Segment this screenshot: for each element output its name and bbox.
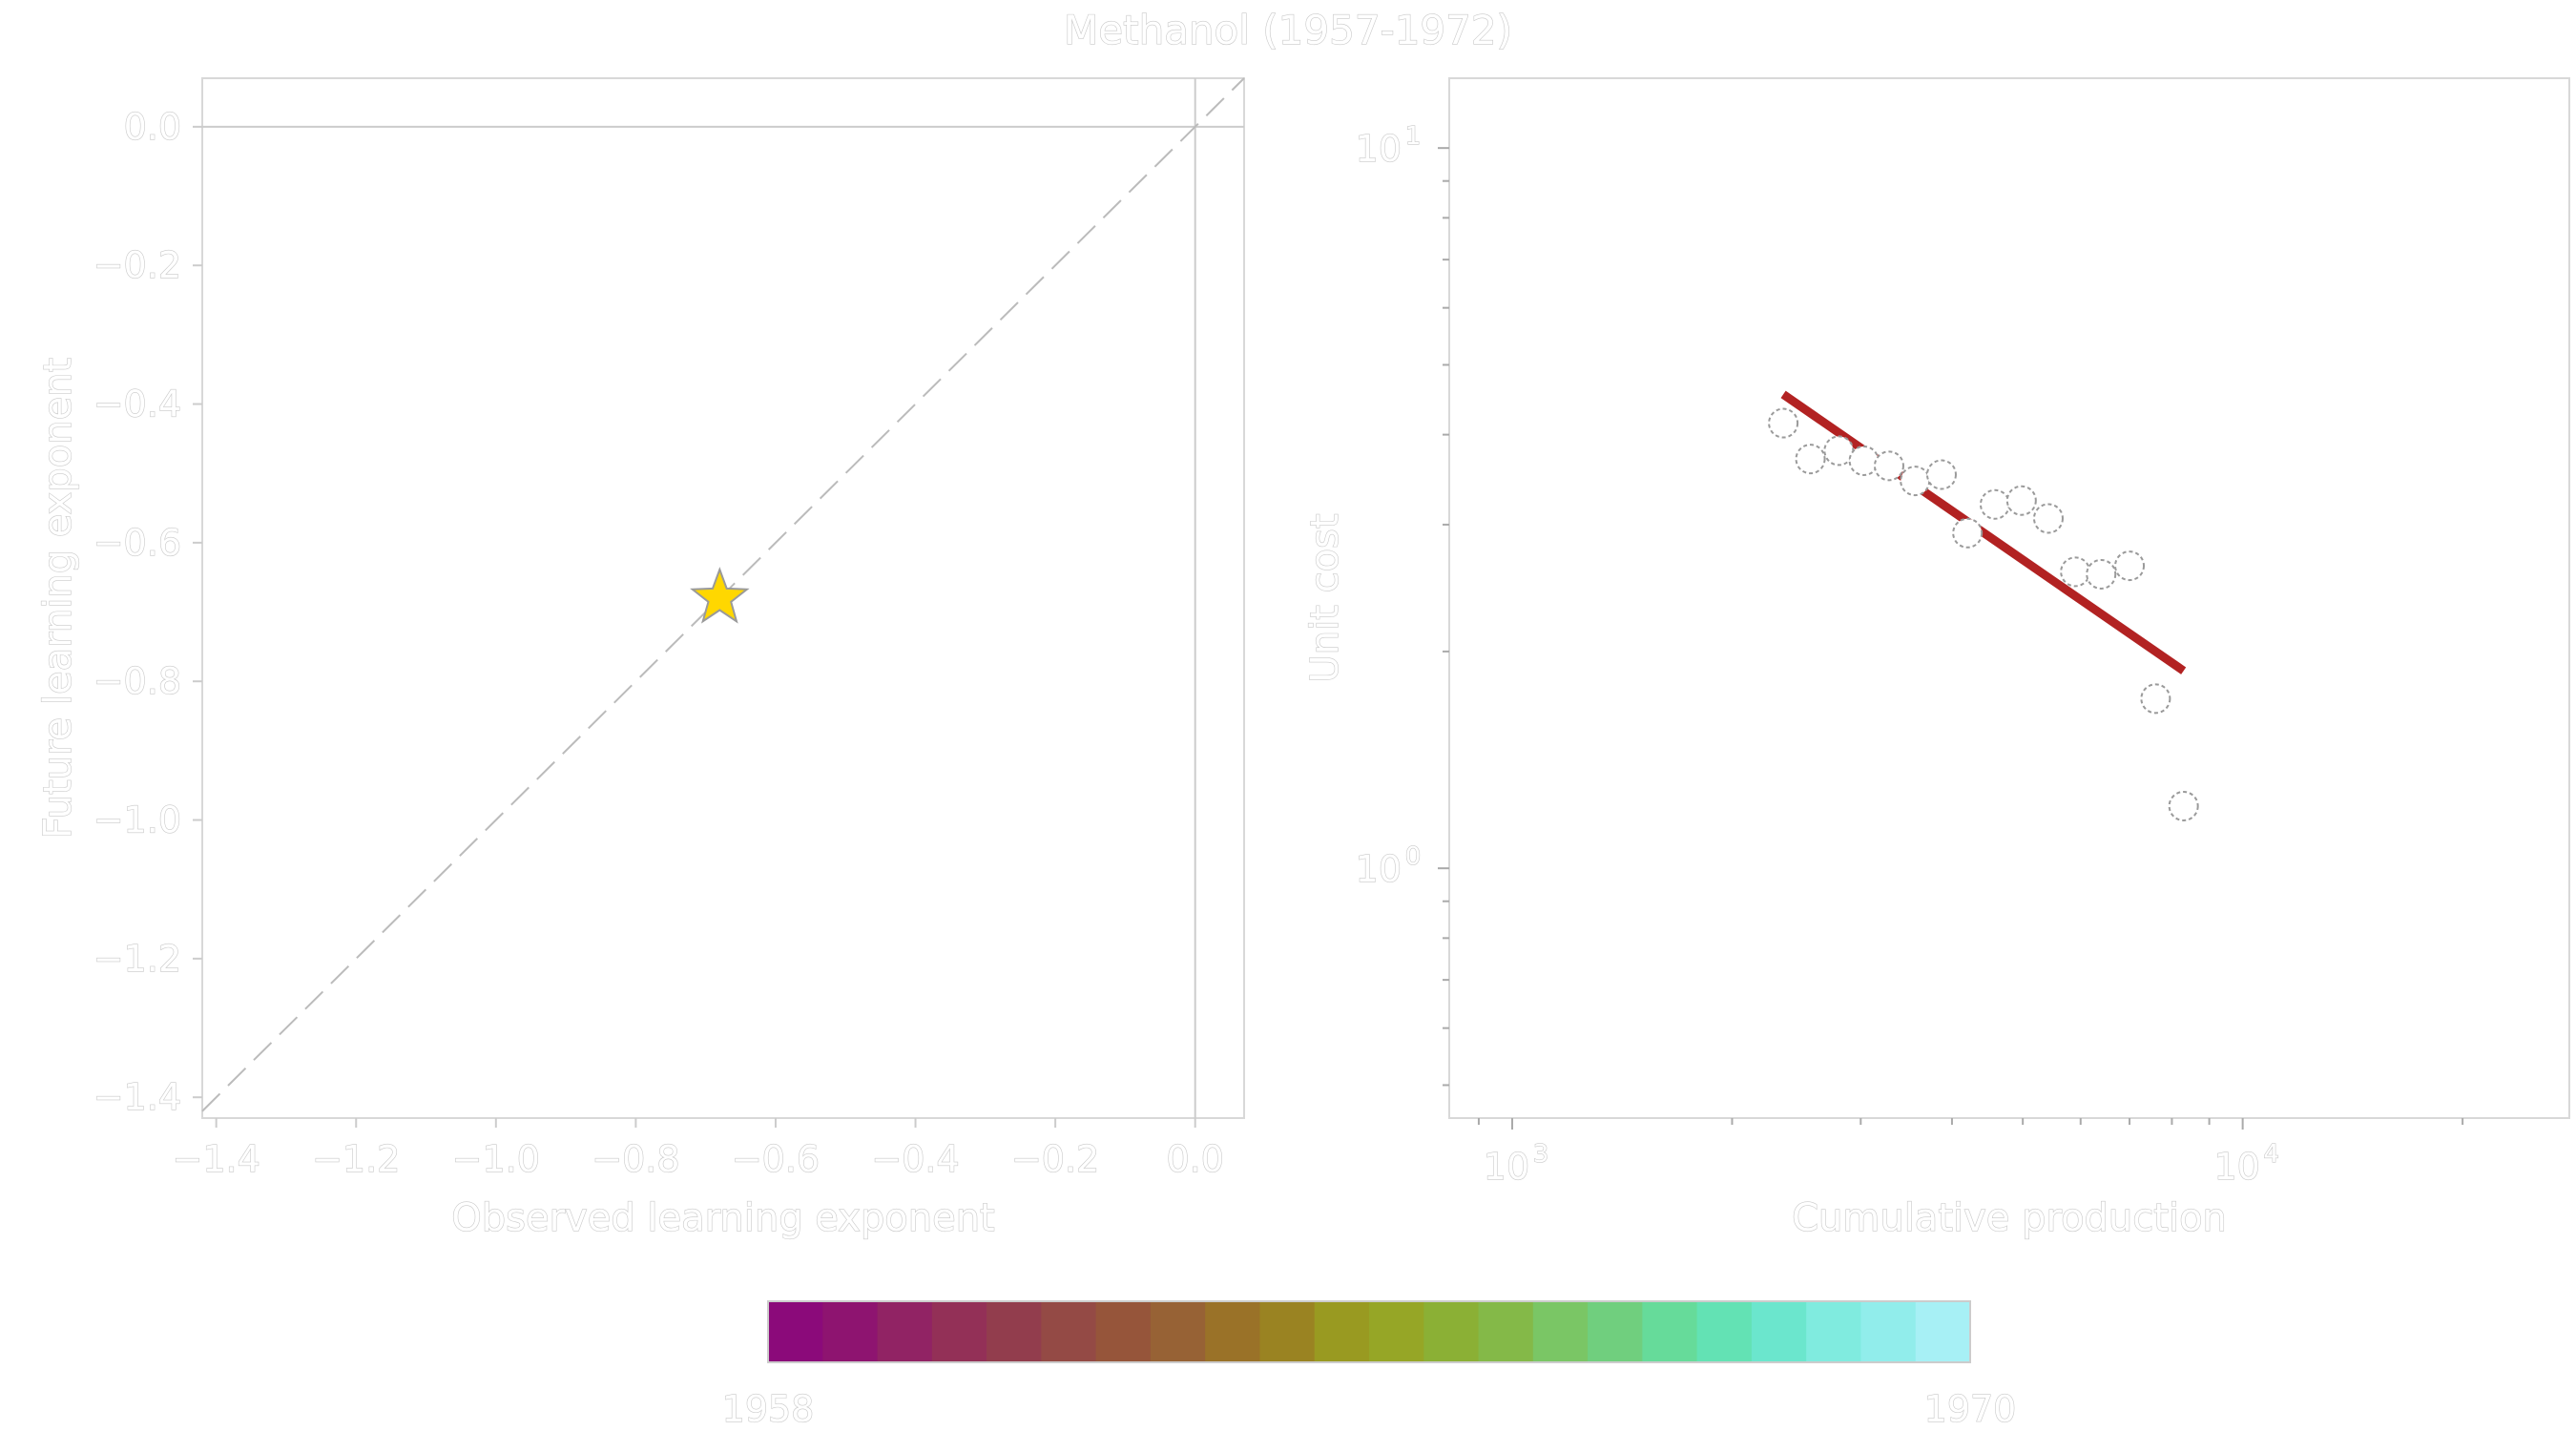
left-points (690, 567, 750, 624)
colorbar-cell (1642, 1301, 1698, 1362)
left-panel-learning-exponent: −1.4 −1.2 −1.0 −0.8 −0.6 −0.4 −0.2 0.0 0.0−0.2−… (35, 77, 1245, 1241)
left-y-tick-label: −1.4 (93, 1076, 181, 1118)
data-point (2140, 683, 2171, 715)
colorbar-min-label: 1958 (722, 1388, 815, 1430)
right-x-tick-label: 10 (2213, 1146, 2259, 1188)
colorbar-cell (1423, 1301, 1480, 1362)
colorbar-cell (1205, 1301, 1261, 1362)
data-point (2005, 485, 2037, 516)
colorbar-cell (1095, 1301, 1152, 1362)
right-fit-line (1780, 390, 2187, 674)
data-point (2060, 556, 2091, 588)
data-point (2086, 558, 2117, 590)
right-y-tick-exponent: 0 (1405, 842, 1422, 871)
colorbar-cell (1588, 1301, 1644, 1362)
colorbar-cells (768, 1301, 1971, 1362)
right-plot-frame (1448, 77, 2570, 1119)
right-y-axis-label: Unit cost (1303, 513, 1347, 682)
left-x-axis-label: Observed learning exponent (451, 1196, 995, 1240)
colorbar-cell (987, 1301, 1043, 1362)
left-y-axis-label: Future learning exponent (36, 358, 80, 839)
colorbar-max-label: 1970 (1924, 1388, 2017, 1430)
left-y-tick-label: −1.0 (93, 799, 181, 841)
left-x-tick-label: −1.2 (312, 1138, 400, 1180)
data-point (1952, 517, 1984, 549)
right-x-tick-exponent: 4 (2263, 1140, 2279, 1169)
colorbar-cell (877, 1301, 933, 1362)
colorbar-cell (1478, 1301, 1534, 1362)
left-x-tick-label: −1.0 (452, 1138, 540, 1180)
data-point (1900, 466, 1931, 497)
colorbar-cell (1259, 1301, 1316, 1362)
colorbar-cell (1532, 1301, 1589, 1362)
left-x-tick-label: −0.2 (1011, 1138, 1099, 1180)
colorbar-cell (1369, 1301, 1425, 1362)
right-x-ticks: 10 3 10 4 (1477, 1118, 2464, 1189)
right-x-tick-label: 10 (1484, 1146, 1529, 1188)
left-y-tick-label: −0.4 (93, 384, 181, 425)
left-y-tick-label: −0.2 (93, 244, 181, 286)
data-point (2168, 790, 2199, 821)
left-x-ticks: −1.4 −1.2 −1.0 −0.8 −0.6 −0.4 −0.2 0.0 (172, 1118, 1225, 1181)
right-y-tick-label: 10 (1356, 848, 1402, 890)
data-point (1823, 435, 1855, 467)
colorbar-cell (1751, 1301, 1808, 1362)
colorbar-cell (1806, 1301, 1862, 1362)
colorbar-cell (1314, 1301, 1370, 1362)
colorbar-cell (1696, 1301, 1753, 1362)
left-y-tick-label: −0.8 (93, 660, 181, 702)
right-y-tick-exponent: 1 (1405, 122, 1422, 151)
colorbar-frame (767, 1300, 1971, 1363)
right-x-axis-label: Cumulative production (1792, 1196, 2227, 1240)
left-x-tick-label: −1.4 (173, 1138, 260, 1180)
left-y-tick-label: −1.2 (93, 938, 181, 980)
left-plot-frame (201, 77, 1245, 1119)
data-point (1848, 445, 1880, 476)
colorbar-cell (1860, 1301, 1917, 1362)
colorbar: 1958 1970 (721, 1300, 2017, 1431)
data-point (1925, 459, 1957, 490)
star-marker (690, 567, 750, 624)
data-point (2114, 550, 2146, 582)
left-y-ticks: 0.0 −0.2 −0.4 −0.6 −0.8 −1.0 −1.2 −1.4 (93, 105, 202, 1119)
left-y-tick-label: 0.0 (124, 106, 181, 148)
left-y-tick-label: −0.6 (93, 522, 181, 564)
colorbar-cell (768, 1301, 824, 1362)
fit-line (1780, 390, 2187, 674)
left-x-tick-label: 0.0 (1166, 1138, 1223, 1180)
right-y-tick-label: 10 (1356, 128, 1402, 170)
left-x-tick-label: −0.8 (592, 1138, 679, 1180)
figure-title: Methanol (1957-1972) (1064, 7, 1512, 53)
colorbar-cell (1915, 1301, 1971, 1362)
colorbar-cell (931, 1301, 988, 1362)
right-points (1768, 407, 2199, 821)
data-point (2032, 503, 2064, 534)
colorbar-cell (1150, 1301, 1207, 1362)
data-point (1979, 488, 2010, 520)
left-x-tick-label: −0.6 (732, 1138, 820, 1180)
right-x-tick-exponent: 3 (1533, 1140, 1549, 1169)
colorbar-cell (822, 1301, 879, 1362)
data-point (1873, 450, 1904, 482)
data-point (1768, 407, 1799, 439)
colorbar-cell (1041, 1301, 1097, 1362)
left-x-tick-label: −0.4 (871, 1138, 959, 1180)
data-point (1795, 444, 1826, 475)
